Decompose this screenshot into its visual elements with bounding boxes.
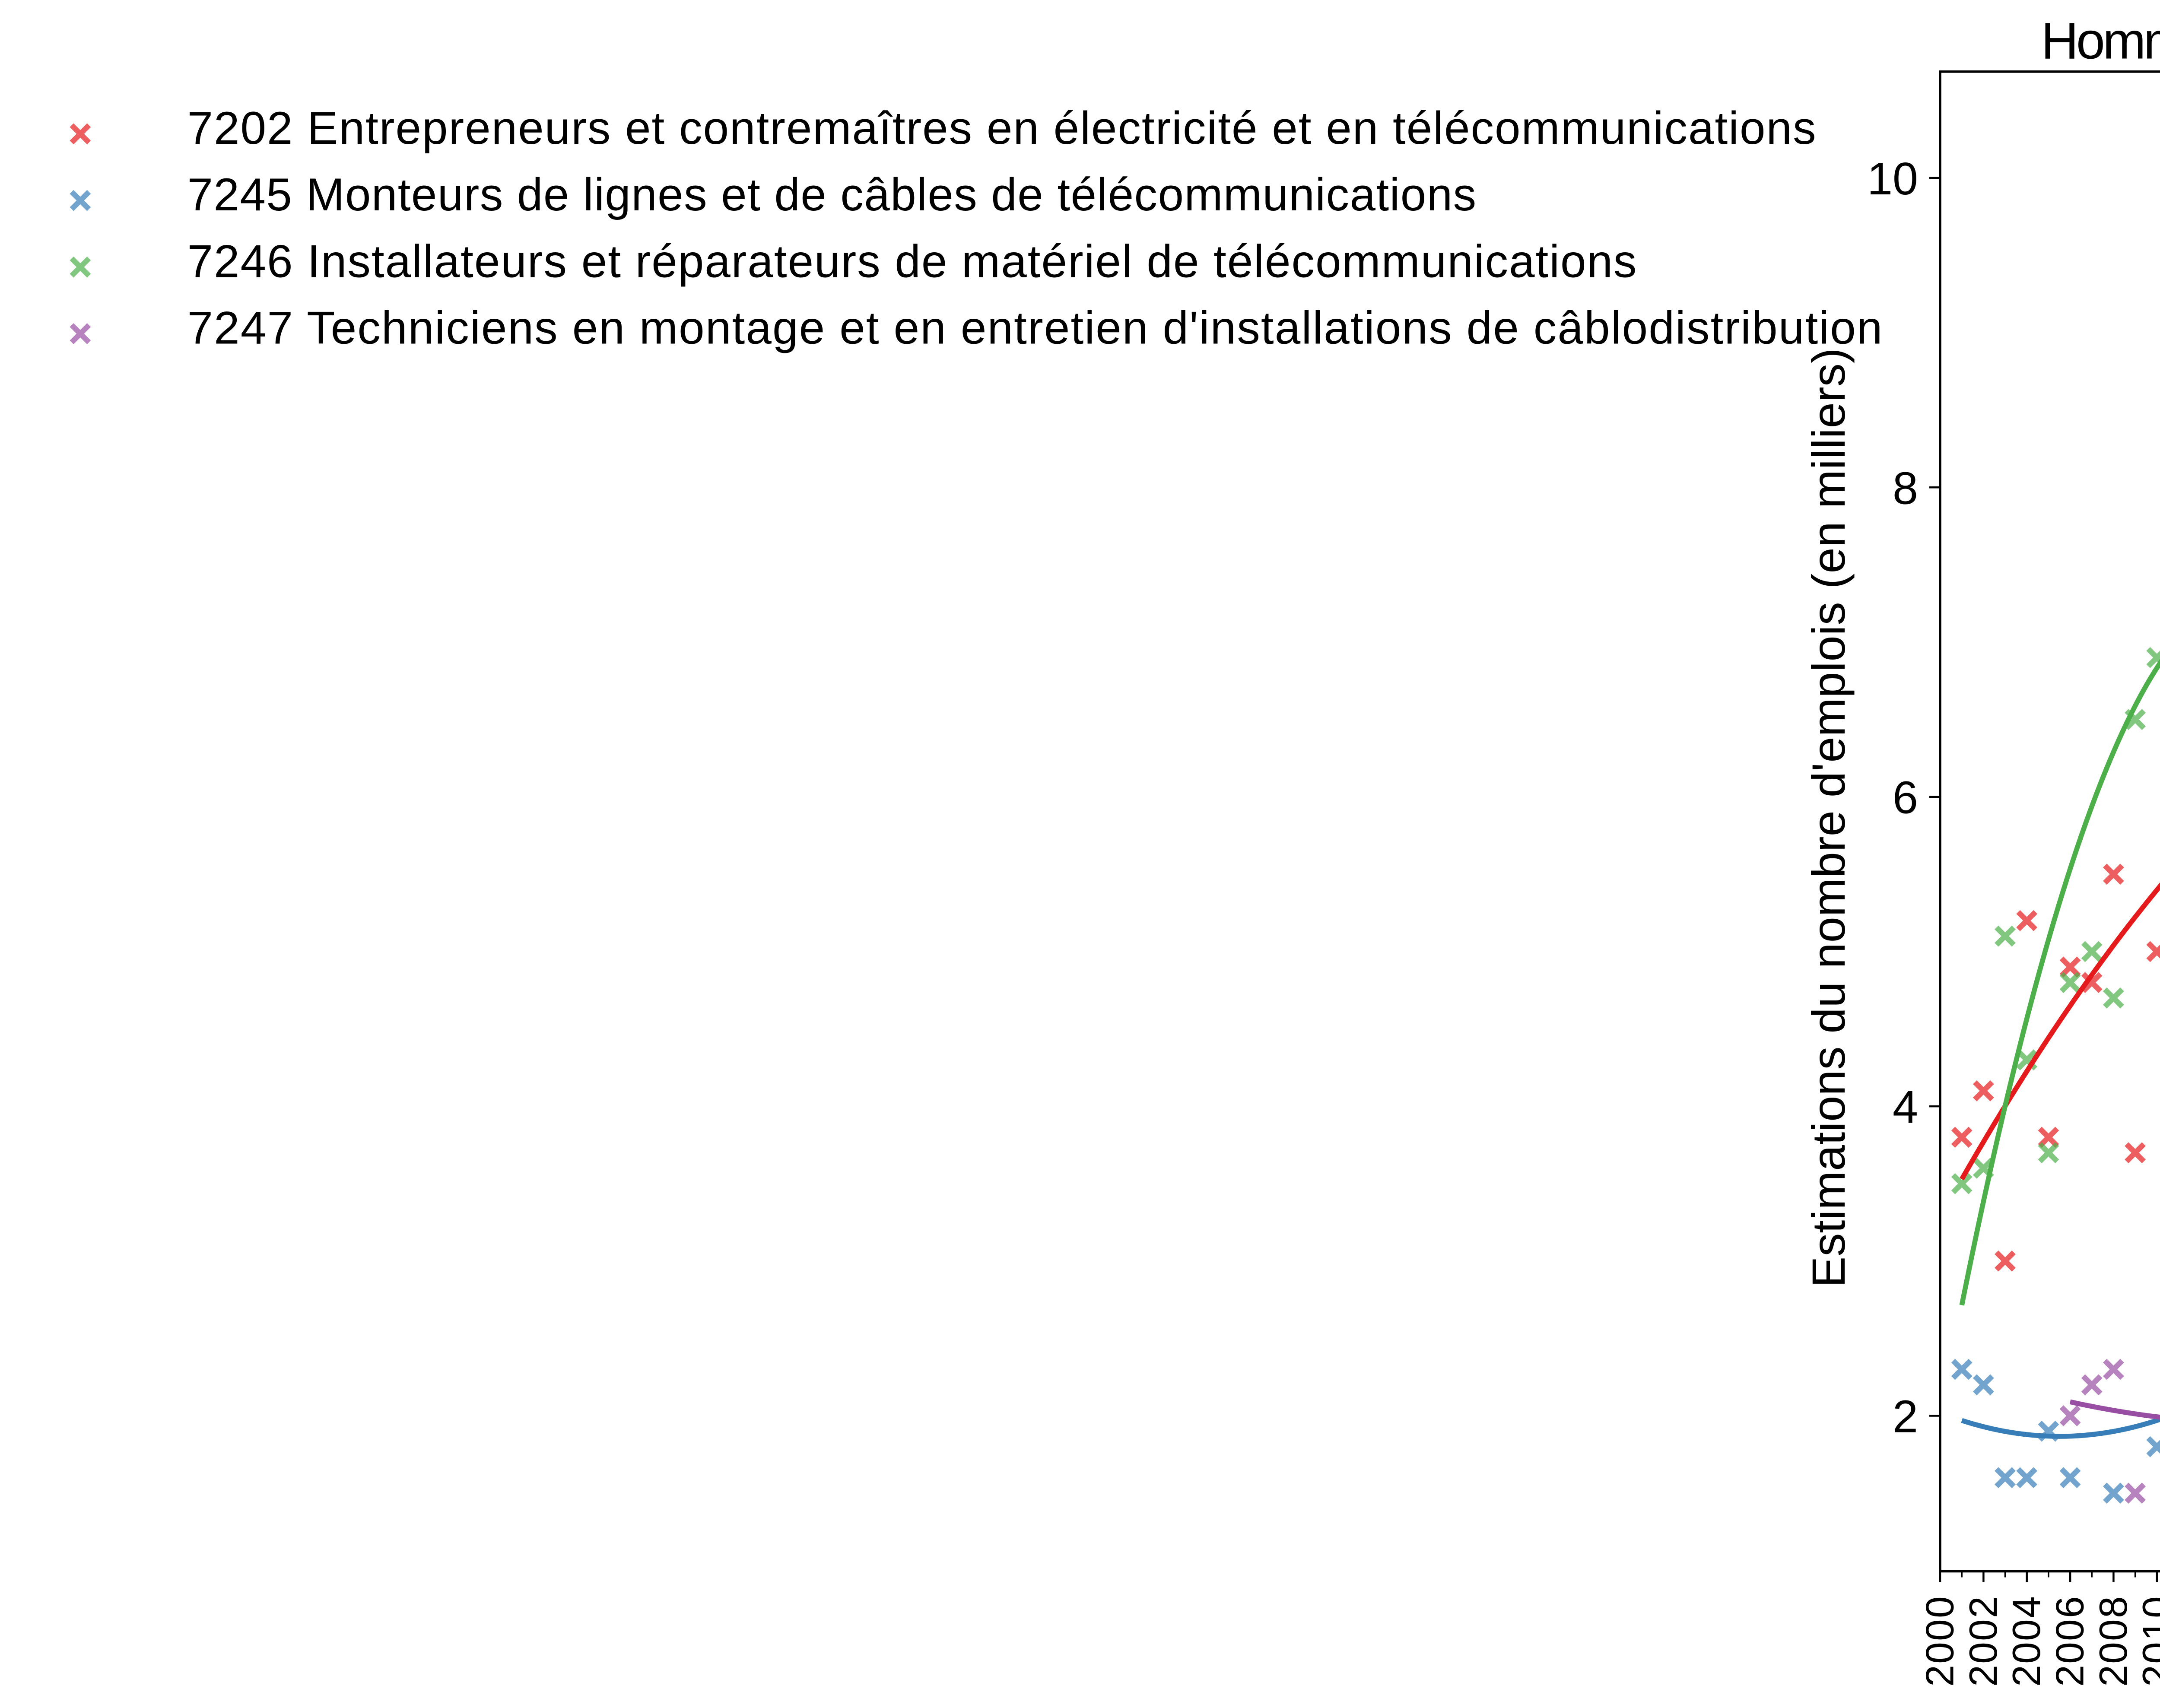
svg-text:2004: 2004: [2005, 1595, 2049, 1687]
svg-text:2002: 2002: [1962, 1595, 2005, 1687]
svg-text:10: 10: [1867, 153, 1918, 204]
svg-text:Hommes: Hommes: [2041, 12, 2160, 70]
svg-text:2000: 2000: [1919, 1595, 1962, 1687]
svg-text:6: 6: [1893, 772, 1918, 823]
svg-text:7247 Techniciens en montage et: 7247 Techniciens en montage et en entret…: [187, 302, 1884, 354]
svg-text:2008: 2008: [2092, 1595, 2135, 1687]
svg-text:2: 2: [1893, 1391, 1918, 1442]
svg-text:4: 4: [1893, 1082, 1918, 1133]
svg-text:8: 8: [1893, 463, 1918, 514]
svg-text:7245 Monteurs de lignes et de: 7245 Monteurs de lignes et de câbles de …: [187, 168, 1477, 220]
svg-text:2010: 2010: [2135, 1595, 2160, 1687]
svg-text:7246 Installateurs et réparate: 7246 Installateurs et réparateurs de mat…: [187, 235, 1638, 287]
svg-text:7202 Entrepreneurs et contrema: 7202 Entrepreneurs et contremaîtres en é…: [187, 102, 1817, 154]
svg-text:2006: 2006: [2049, 1595, 2092, 1687]
svg-text:Estimations du nombre d'emploi: Estimations du nombre d'emplois (en mill…: [1802, 348, 1855, 1287]
